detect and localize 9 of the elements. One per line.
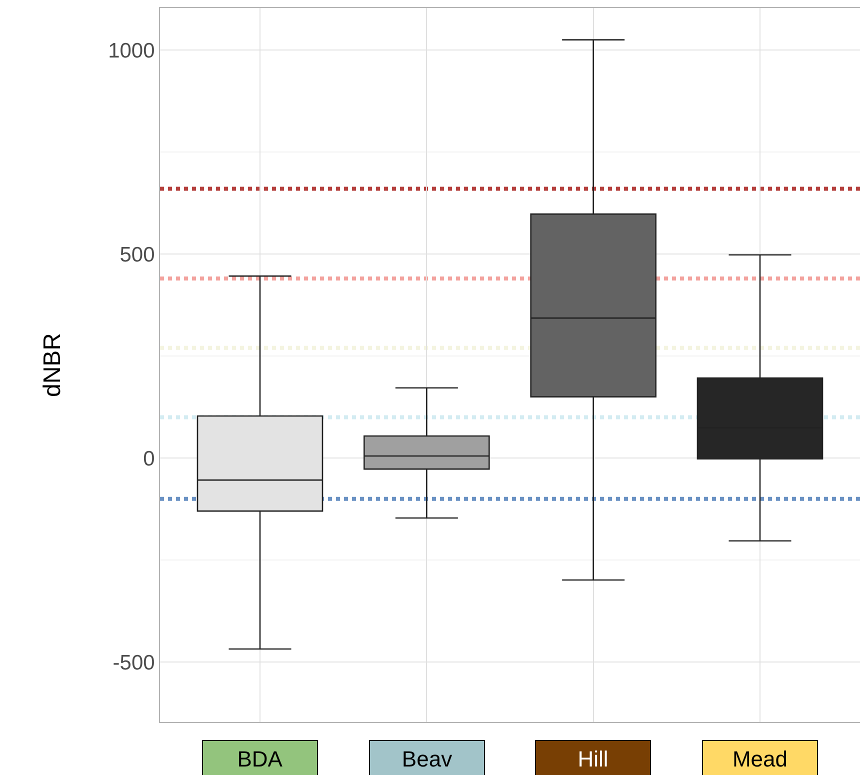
x-tick-label: Hill bbox=[578, 746, 608, 772]
y-axis-title: dNBR bbox=[39, 332, 66, 398]
x-tick-label: BDA bbox=[237, 746, 283, 772]
y-tick-label: -500 bbox=[112, 651, 155, 674]
x-tick-label: Beav bbox=[402, 746, 452, 772]
x-tick-label: Mead bbox=[732, 746, 788, 772]
y-tick-label: 1000 bbox=[108, 39, 155, 62]
y-tick-label: 0 bbox=[143, 447, 155, 470]
y-tick-label: 500 bbox=[120, 243, 155, 266]
